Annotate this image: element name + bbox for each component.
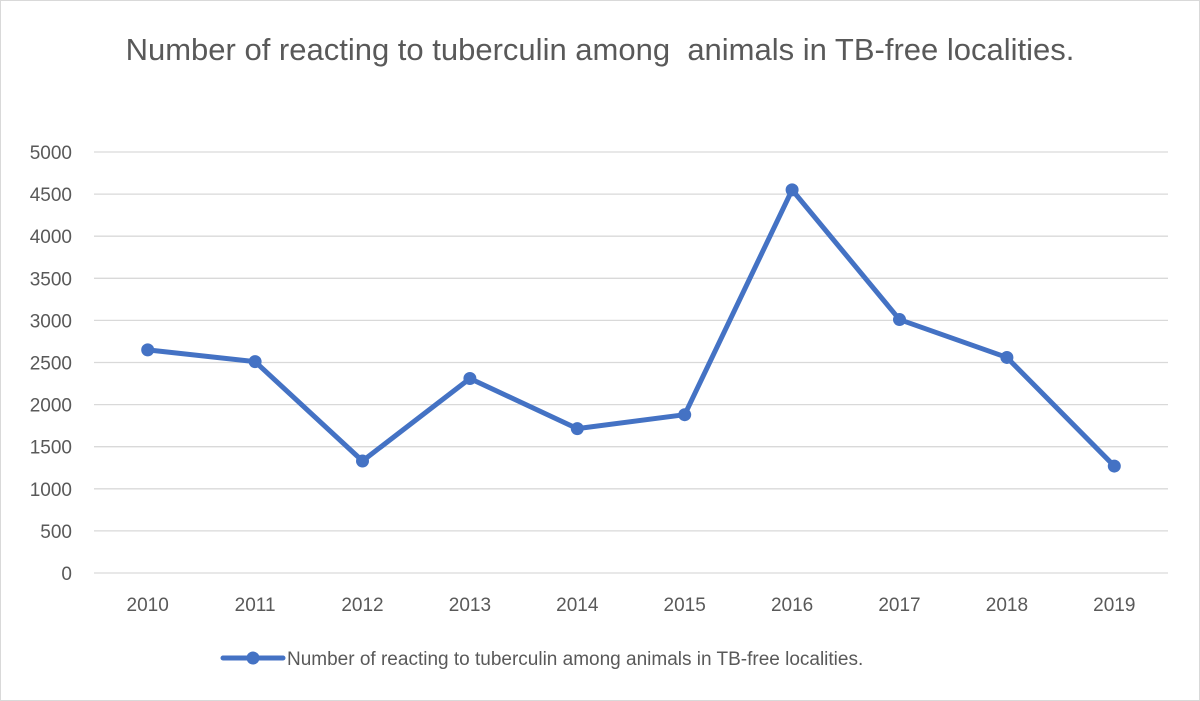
y-tick-label: 1000	[30, 480, 72, 501]
series-line	[145, 187, 1117, 469]
data-point	[463, 371, 477, 385]
x-axis-ticks: 2010 2011 2012 2013 2014 2015 2016 2017 2018 2019	[127, 595, 1136, 616]
y-tick-label: 500	[40, 522, 72, 543]
data-point	[248, 355, 262, 369]
legend-label: Number of reacting to tuberculin among a…	[287, 649, 863, 670]
x-tick-label: 2017	[878, 595, 920, 616]
data-point	[570, 422, 584, 436]
data-point	[893, 313, 906, 327]
data-point	[1000, 350, 1014, 364]
x-tick-label: 2012	[341, 595, 383, 616]
data-point	[1107, 459, 1121, 473]
x-tick-label: 2016	[771, 595, 813, 616]
series-group	[141, 183, 1121, 473]
y-axis-ticks: 0 500 1000 1500 2000 2500 3000 3500 4000 4500 5000	[30, 143, 72, 585]
legend-marker	[246, 651, 260, 665]
y-tick-label: 5000	[30, 143, 72, 164]
y-tick-label: 4500	[30, 185, 72, 206]
y-tick-label: 2500	[30, 354, 72, 375]
data-point	[141, 343, 155, 357]
y-tick-label: 3500	[30, 269, 72, 290]
x-tick-label: 2018	[986, 595, 1028, 616]
y-tick-label: 2000	[30, 396, 72, 417]
x-tick-label: 2013	[449, 595, 491, 616]
data-point	[678, 408, 692, 422]
legend: Number of reacting to tuberculin among a…	[220, 649, 863, 670]
x-tick-label: 2011	[235, 595, 276, 616]
y-tick-label: 0	[61, 564, 72, 585]
x-tick-label: 2019	[1093, 595, 1135, 616]
data-point	[356, 454, 369, 468]
y-tick-label: 1500	[30, 438, 72, 459]
x-tick-label: 2015	[664, 595, 706, 616]
y-tick-label: 3000	[30, 311, 72, 332]
chart-title: Number of reacting to tuberculin among a…	[125, 32, 1075, 67]
x-tick-label: 2014	[556, 595, 599, 616]
data-point	[785, 183, 799, 197]
y-tick-label: 4000	[30, 227, 72, 248]
x-tick-label: 2010	[127, 595, 169, 616]
gridlines	[94, 151, 1168, 574]
